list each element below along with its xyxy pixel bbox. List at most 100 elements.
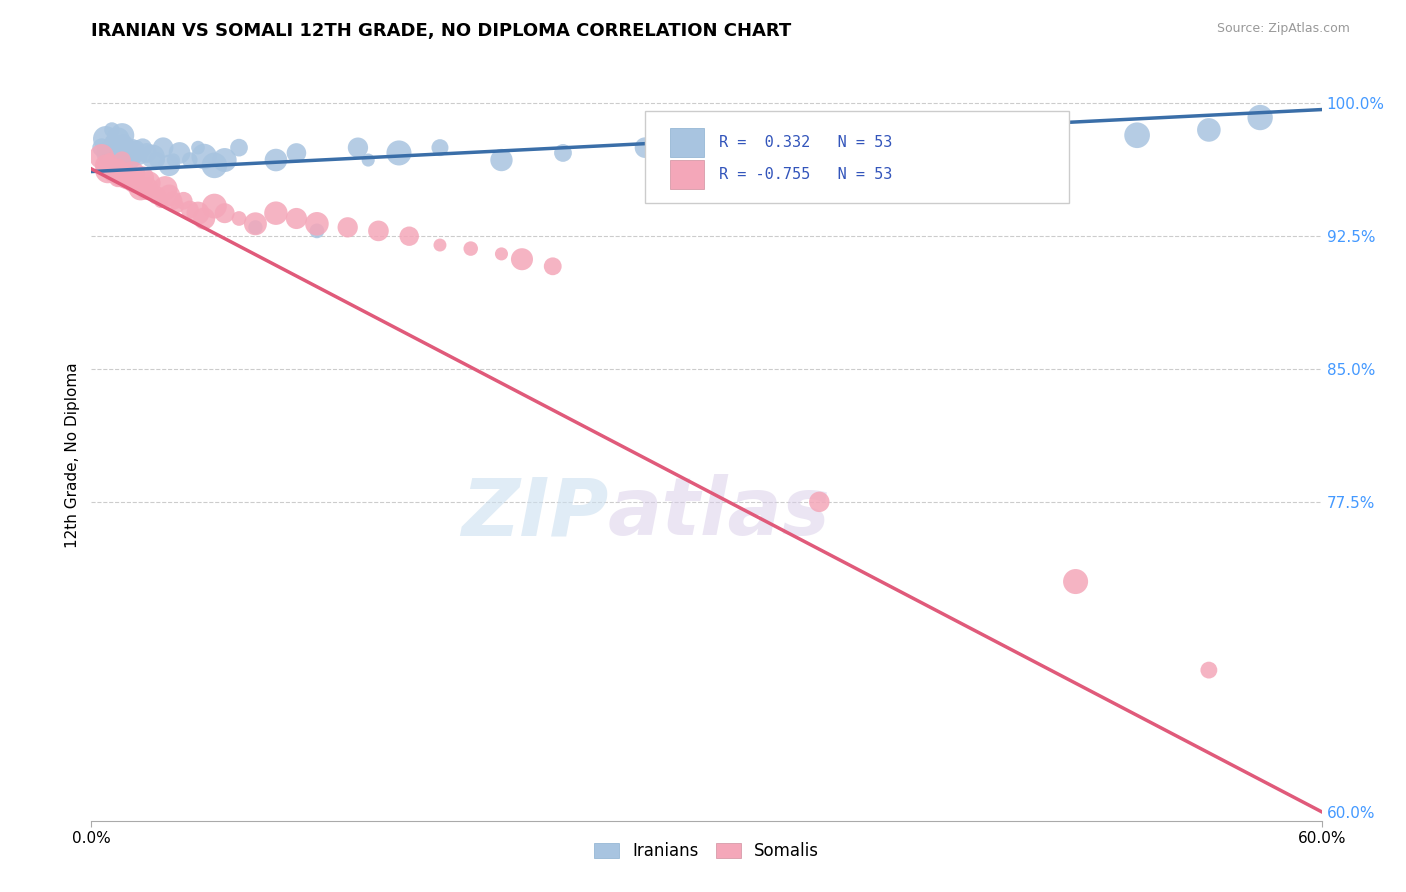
Point [112,136,135,150]
Point [101,167,124,181]
Point [264,153,287,167]
Legend: Iranians, Somalis: Iranians, Somalis [588,836,825,867]
Point [187,141,209,155]
Point [808,495,831,509]
Point [108,167,131,181]
Point [193,211,215,226]
Point [101,123,124,137]
Point [214,153,236,167]
Point [94,132,117,146]
Point [491,247,513,261]
Point [125,170,148,185]
Point [135,145,157,160]
Point [107,160,129,174]
Point [97,145,120,160]
Point [429,141,451,155]
Point [228,141,250,155]
Point [107,132,129,146]
Point [357,153,380,167]
Point [510,252,533,267]
Point [117,170,139,185]
Point [112,170,135,185]
Point [142,149,165,163]
Point [129,181,152,195]
Point [124,145,146,160]
Point [551,145,574,160]
Point [125,141,148,155]
Point [179,153,201,167]
Point [94,158,117,172]
Point [108,153,131,167]
Point [193,149,215,163]
Point [146,153,169,167]
Point [1198,123,1220,137]
Point [859,153,882,167]
Point [285,211,308,226]
Point [115,153,138,167]
Point [228,211,250,226]
Point [264,206,287,220]
Point [162,153,184,167]
Point [121,167,143,181]
Point [634,141,657,155]
Point [101,136,124,150]
Bar [669,161,704,189]
Point [117,149,139,163]
Point [105,141,127,155]
Point [347,141,370,155]
Point [103,158,125,172]
Text: R =  0.332   N = 53: R = 0.332 N = 53 [718,135,893,150]
Point [120,176,142,190]
Point [135,181,157,195]
Point [90,141,112,155]
Point [187,206,209,220]
Point [1249,111,1271,125]
Point [491,153,513,167]
Point [1126,128,1149,143]
Point [460,242,482,256]
Text: R = -0.755   N = 53: R = -0.755 N = 53 [718,168,893,182]
Point [121,141,143,155]
Point [90,149,112,163]
Point [128,176,150,190]
Point [245,217,267,231]
Point [153,181,177,195]
Text: atlas: atlas [607,475,831,552]
Point [173,194,195,208]
Point [367,224,389,238]
Point [111,163,134,178]
Point [117,141,139,155]
Point [152,141,174,155]
Point [157,158,180,172]
Point [1064,574,1087,589]
Point [162,194,184,208]
Point [150,194,173,208]
Point [105,163,127,178]
Point [214,206,236,220]
Point [107,145,129,160]
Point [124,174,146,188]
Point [98,149,121,163]
Text: IRANIAN VS SOMALI 12TH GRADE, NO DIPLOMA CORRELATION CHART: IRANIAN VS SOMALI 12TH GRADE, NO DIPLOMA… [91,22,792,40]
Point [111,141,134,155]
Point [336,220,359,235]
Point [157,188,180,202]
Point [388,145,411,160]
Point [285,145,308,160]
Point [398,229,420,244]
Point [1198,663,1220,677]
Text: Source: ZipAtlas.com: Source: ZipAtlas.com [1216,22,1350,36]
Point [97,163,120,178]
Point [305,224,328,238]
Bar [669,128,704,157]
FancyBboxPatch shape [645,112,1070,202]
Y-axis label: 12th Grade, No Diploma: 12th Grade, No Diploma [65,362,80,548]
Point [98,153,121,167]
Text: ZIP: ZIP [461,475,607,552]
Point [146,188,169,202]
Point [112,145,135,160]
Point [128,149,150,163]
Point [120,153,142,167]
Point [111,128,134,143]
Point [202,158,225,172]
